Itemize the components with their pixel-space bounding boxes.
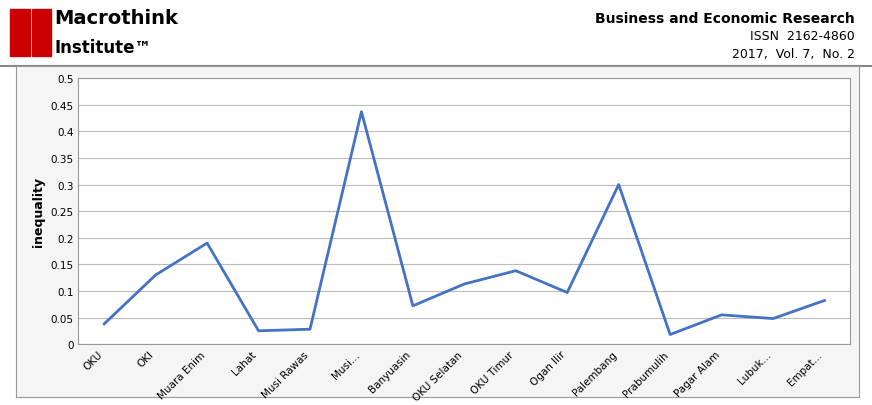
Text: 2017,  Vol. 7,  No. 2: 2017, Vol. 7, No. 2 <box>732 48 855 61</box>
Polygon shape <box>32 10 51 57</box>
Text: Business and Economic Research: Business and Economic Research <box>595 12 855 26</box>
Polygon shape <box>10 10 30 57</box>
Y-axis label: inequality: inequality <box>32 177 45 247</box>
Text: Macrothink: Macrothink <box>54 9 178 28</box>
Text: Institute™: Institute™ <box>54 39 151 57</box>
Text: ISSN  2162-4860: ISSN 2162-4860 <box>750 30 855 43</box>
